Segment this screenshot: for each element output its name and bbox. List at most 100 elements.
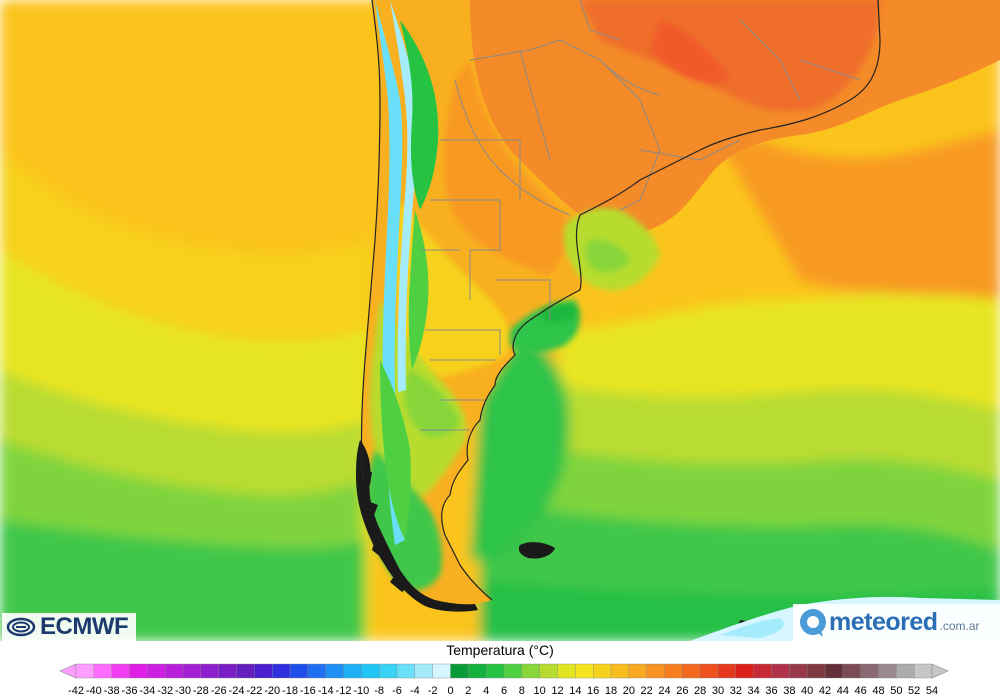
legend-swatch — [468, 663, 487, 679]
legend-swatch — [699, 663, 719, 679]
legend-tick-label: 6 — [501, 685, 507, 697]
legend-tick-label: 14 — [569, 685, 581, 697]
legend-swatch — [147, 663, 166, 679]
legend-swatch — [289, 663, 309, 679]
legend-tick-label: -26 — [211, 685, 227, 697]
legend-tick-label: -24 — [229, 685, 245, 697]
legend-swatch — [236, 663, 255, 679]
legend-swatch — [200, 663, 220, 679]
legend-tick-label: -2 — [428, 685, 438, 697]
legend-tick-label: -14 — [318, 685, 334, 697]
legend-tick-label: 36 — [765, 685, 777, 697]
legend-tick-label: 48 — [872, 685, 884, 697]
legend-swatch — [503, 663, 523, 679]
legend-tick-label: -38 — [104, 685, 120, 697]
legend-swatch — [93, 663, 113, 679]
legend-tick-labels: -42 -40 -38 -36 -34 -32 -30 -28 -26 -24 -22 -20 -18-… — [68, 685, 938, 697]
legend-swatch — [75, 663, 95, 679]
legend-swatch — [735, 663, 755, 679]
legend-title: Temperatura (°C) — [446, 642, 554, 658]
legend-swatch — [646, 663, 665, 679]
legend-tick-label: -42 — [68, 685, 84, 697]
temperature-map — [0, 0, 1000, 641]
legend-swatch — [913, 663, 933, 679]
ecmwf-logo-text: ECMWF — [40, 613, 129, 640]
land-uruguay — [563, 208, 660, 291]
land-north-hot — [465, 0, 1000, 250]
legend-tick-label: 10 — [534, 685, 546, 697]
temperature-legend: -42 -40 -38 -36 -34 -32 -30 -28 -26 -24 -22 -20 -18-… — [59, 663, 949, 697]
meteored-logo-domain: .com.ar — [939, 618, 980, 633]
legend-tick-label: 46 — [855, 685, 867, 697]
legend-tick-label: -28 — [193, 685, 209, 697]
legend-tick-label: 22 — [641, 685, 653, 697]
legend-swatch — [182, 663, 202, 679]
legend-swatch — [271, 663, 291, 679]
legend-tick-label: -10 — [353, 685, 369, 697]
legend-swatch — [789, 663, 808, 679]
legend-swatch — [164, 663, 184, 679]
legend-tick-label: 30 — [712, 685, 724, 697]
legend-color-bar — [59, 663, 949, 679]
legend-swatch — [860, 663, 879, 679]
legend-tick-label: 18 — [605, 685, 617, 697]
legend-tick-label: 44 — [837, 685, 849, 697]
legend-tick-label: 32 — [730, 685, 742, 697]
andes-mountains — [375, 0, 439, 545]
legend-tick-label: 26 — [676, 685, 688, 697]
ecmwf-logo: ECMWF — [2, 613, 136, 641]
legend-tick-label: -16 — [300, 685, 316, 697]
legend-tick-label: -20 — [264, 685, 280, 697]
meteored-bubble-icon — [800, 608, 826, 637]
legend-tick-label: -18 — [282, 685, 298, 697]
legend-arrow-high — [931, 663, 949, 679]
legend-swatch — [878, 663, 897, 679]
legend-swatch — [396, 663, 416, 679]
legend-swatch — [717, 663, 737, 679]
legend-swatch — [628, 663, 648, 679]
legend-swatch — [557, 663, 576, 679]
ecmwf-swirl-icon — [6, 617, 36, 637]
legend-swatch — [325, 663, 345, 679]
legend-swatch — [842, 663, 862, 679]
legend-swatch — [682, 663, 701, 679]
legend-tick-label: 0 — [447, 685, 453, 697]
legend-swatch — [361, 663, 380, 679]
legend-tick-label: -40 — [86, 685, 102, 697]
legend-tick-label: 24 — [658, 685, 670, 697]
legend-tick-label: 50 — [890, 685, 902, 697]
legend-tick-label: -36 — [122, 685, 138, 697]
legend-tick-label: -34 — [139, 685, 155, 697]
legend-swatch — [450, 663, 469, 679]
legend-tick-label: 34 — [748, 685, 760, 697]
meteored-logo-text: meteored — [829, 608, 938, 636]
legend-tick-label: -32 — [157, 685, 173, 697]
legend-tick-label: -6 — [392, 685, 402, 697]
legend-swatch — [307, 663, 327, 679]
legend-swatch — [129, 663, 148, 679]
coastlines — [360, 0, 881, 601]
legend-swatch — [610, 663, 630, 679]
legend-tick-label: -30 — [175, 685, 191, 697]
legend-tick-label: 12 — [551, 685, 563, 697]
legend-tick-label: 52 — [908, 685, 920, 697]
legend-swatch — [432, 663, 452, 679]
legend-tick-label: 42 — [819, 685, 831, 697]
legend-swatch — [539, 663, 558, 679]
legend-tick-label: 38 — [783, 685, 795, 697]
legend-swatch — [806, 663, 826, 679]
legend-swatch — [218, 663, 237, 679]
legend-tick-label: -22 — [246, 685, 262, 697]
legend-tick-label: 8 — [519, 685, 525, 697]
legend-swatch — [254, 663, 273, 679]
legend-swatch — [378, 663, 398, 679]
legend-swatch — [824, 663, 844, 679]
legend-swatch — [575, 663, 594, 679]
legend-tick-label: 28 — [694, 685, 706, 697]
legend-swatch — [753, 663, 772, 679]
legend-tick-label: -8 — [374, 685, 384, 697]
legend-swatch — [485, 663, 505, 679]
legend-tick-label: 2 — [465, 685, 471, 697]
legend-tick-label: 4 — [483, 685, 489, 697]
legend-tick-label: 54 — [926, 685, 938, 697]
